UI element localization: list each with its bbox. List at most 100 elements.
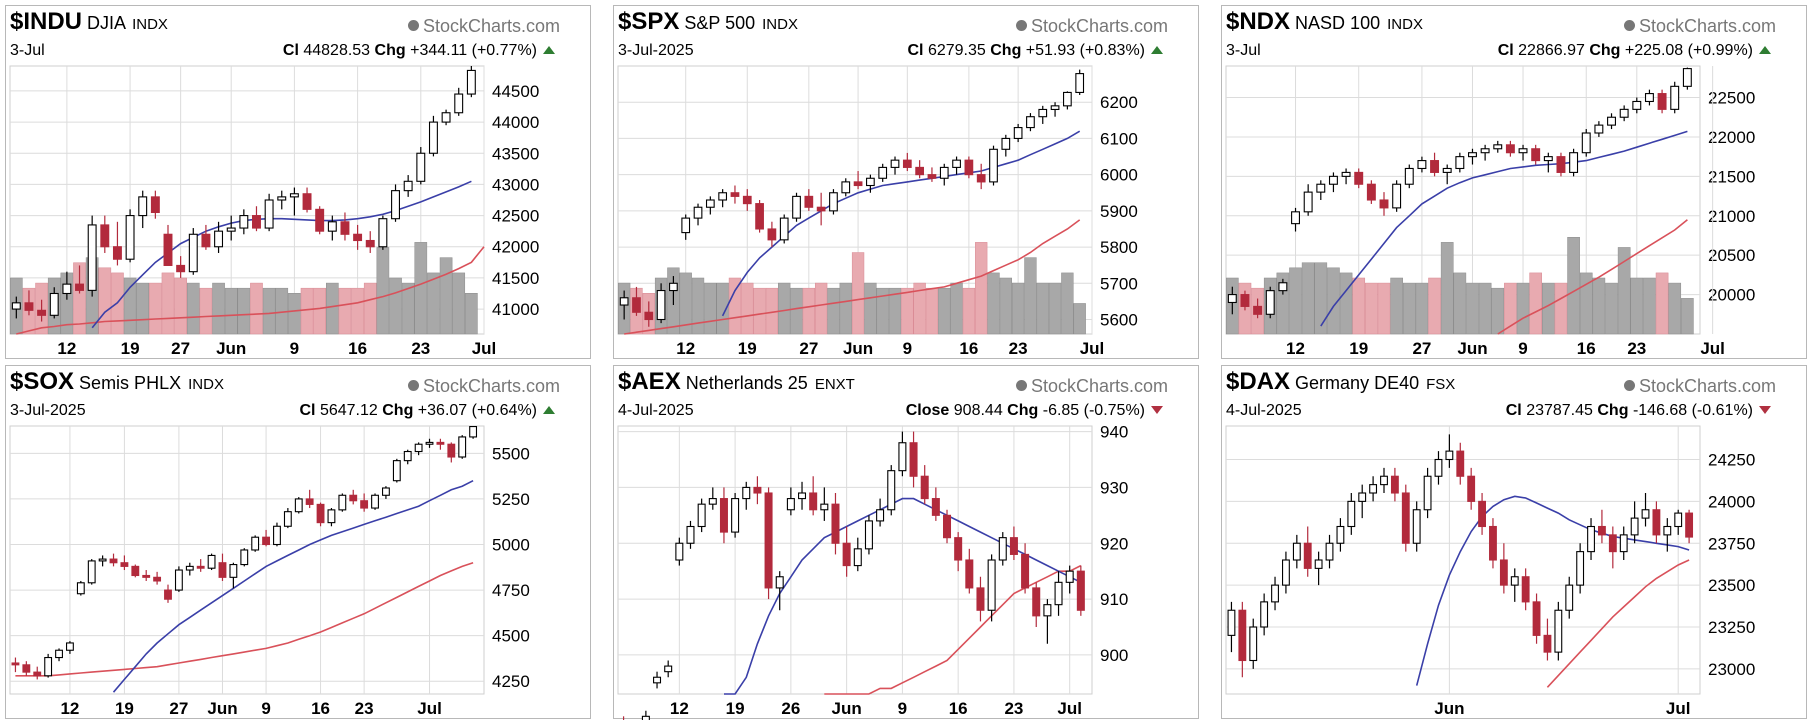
- chart-exchange: INDX: [188, 376, 224, 393]
- volume-bar: [1289, 267, 1302, 335]
- sma-slow-line: [15, 561, 474, 677]
- volume-bar: [753, 287, 766, 335]
- y-tick-label: 23000: [1708, 660, 1755, 679]
- candle: [174, 566, 183, 592]
- candle-body: [1569, 152, 1579, 173]
- candle-body: [1336, 525, 1345, 544]
- candle: [1303, 526, 1312, 577]
- candle-body: [1260, 601, 1269, 628]
- close-value: 6279.35: [927, 42, 986, 59]
- candle: [428, 115, 438, 157]
- candle: [1076, 565, 1085, 616]
- candle: [1009, 526, 1018, 560]
- y-tick-label: 42000: [492, 238, 539, 257]
- candle: [163, 224, 173, 266]
- candle-body: [1392, 183, 1402, 209]
- chart-exchange: INDX: [132, 16, 168, 33]
- volume-bar: [1681, 298, 1694, 335]
- x-tick-label: 9: [1518, 339, 1527, 358]
- candle-body: [1063, 91, 1072, 107]
- candle-body: [109, 558, 118, 564]
- candle-body: [176, 264, 186, 273]
- candle-body: [214, 230, 224, 248]
- candle: [1455, 152, 1465, 173]
- candle-body: [943, 514, 952, 539]
- chart-exchange: FSX: [1426, 376, 1456, 393]
- candle-body: [120, 562, 129, 567]
- volume-bar: [1567, 237, 1580, 335]
- volume-bar: [716, 282, 729, 335]
- brand-label: StockCharts.com: [1030, 16, 1168, 36]
- candle: [87, 215, 97, 297]
- candle-body: [641, 715, 650, 720]
- sma-fast-line: [1320, 130, 1688, 327]
- y-tick-label: 900: [1100, 646, 1128, 665]
- candle: [1063, 91, 1072, 110]
- close-label: Cl: [299, 402, 316, 419]
- candle-body: [1607, 116, 1616, 126]
- volume-bar: [679, 272, 692, 335]
- up-triangle-icon: [543, 46, 555, 54]
- candle-body: [349, 494, 358, 502]
- candle-body: [403, 450, 412, 462]
- chart-name: Germany DE40: [1295, 373, 1420, 393]
- candle: [305, 489, 314, 509]
- volume-bar: [1643, 277, 1656, 335]
- change-value: +36.07 (+0.64%): [417, 402, 537, 419]
- candle-body: [718, 192, 728, 201]
- y-tick-label: 5700: [1100, 274, 1138, 293]
- candle-body: [458, 436, 467, 458]
- change-value: +344.11 (+0.77%): [410, 42, 537, 59]
- candle: [365, 231, 375, 253]
- candle: [1021, 543, 1030, 594]
- close-value: 5647.12: [319, 402, 378, 419]
- y-tick-label: 44000: [492, 113, 539, 132]
- chart-plot: 20000 20500 21000 21500 22000 22500 12 19 27 Jun 9…: [1225, 65, 1755, 358]
- candle-body: [454, 93, 464, 114]
- volume-bar: [1390, 277, 1403, 335]
- candle: [1404, 164, 1414, 189]
- y-tick-label: 41000: [492, 300, 539, 319]
- x-tick-label: Jun: [1434, 699, 1464, 718]
- candle: [1468, 148, 1477, 165]
- volume-bar: [827, 287, 840, 335]
- volume-bar: [1516, 282, 1530, 335]
- candle-body: [277, 196, 287, 201]
- candle-body: [1587, 525, 1595, 553]
- candle: [403, 449, 412, 465]
- x-tick-label: 9: [261, 699, 270, 718]
- candle-body: [1240, 294, 1250, 307]
- volume-bar: [389, 277, 402, 335]
- chart-title: $NDX NASD 100 INDX: [1226, 8, 1423, 36]
- candle-body: [998, 537, 1007, 561]
- candle: [876, 498, 885, 527]
- candle-body: [87, 224, 97, 291]
- candle-body: [931, 498, 940, 516]
- candle: [24, 290, 34, 316]
- candle-body: [831, 503, 840, 544]
- candle-body: [153, 576, 162, 582]
- volume-bar: [186, 282, 200, 335]
- candle-body: [669, 282, 678, 292]
- candle: [1380, 467, 1388, 493]
- candle-body: [1630, 517, 1639, 536]
- x-tick-label: 23: [1004, 699, 1023, 718]
- candle: [264, 193, 274, 232]
- candle: [1265, 286, 1275, 319]
- sma-slow-line: [1497, 219, 1688, 335]
- candle-body: [1543, 634, 1552, 653]
- candle: [1390, 467, 1399, 502]
- x-tick-label: 12: [60, 699, 79, 718]
- candle-body: [1282, 559, 1290, 586]
- candle: [641, 710, 650, 720]
- candle: [1347, 493, 1356, 535]
- volume-bar: [199, 287, 213, 335]
- candle: [909, 431, 918, 488]
- candle: [1663, 518, 1672, 552]
- candle: [842, 526, 851, 577]
- candle-body: [340, 221, 350, 235]
- candle: [251, 535, 260, 552]
- candle: [964, 156, 974, 179]
- candle: [898, 431, 907, 477]
- candle-body: [75, 283, 84, 291]
